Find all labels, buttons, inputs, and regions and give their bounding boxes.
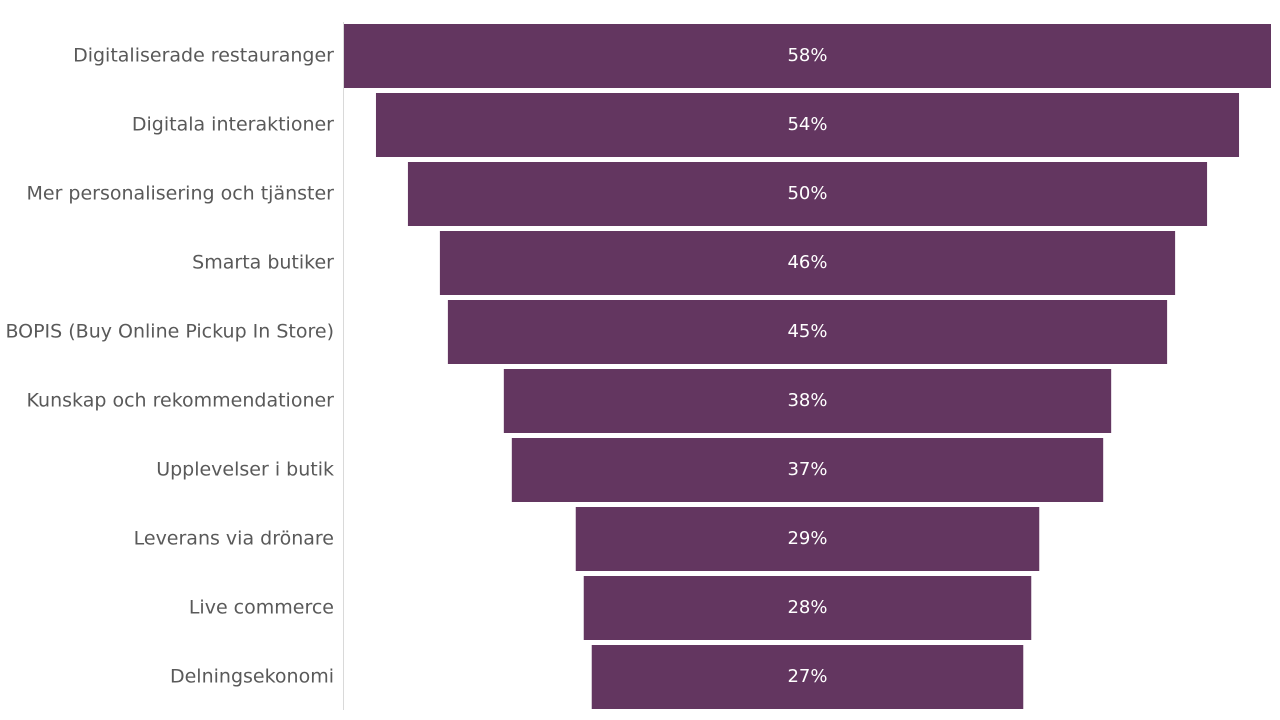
funnel-bar <box>375 93 1240 157</box>
data-label: 46% <box>787 252 827 273</box>
funnel-bar <box>583 576 1032 640</box>
data-label: 38% <box>787 390 827 411</box>
category-label: Upplevelser i butik <box>156 459 334 481</box>
data-label: 29% <box>787 528 827 549</box>
category-label: Digitaliserade restauranger <box>73 45 334 67</box>
funnel-bar <box>439 231 1176 295</box>
data-label: 50% <box>787 183 827 204</box>
category-label: BOPIS (Buy Online Pickup In Store) <box>5 321 334 343</box>
category-label: Kunskap och rekommendationer <box>27 390 335 412</box>
funnel-bar <box>511 438 1104 502</box>
data-label: 28% <box>787 597 827 618</box>
category-label: Mer personalisering och tjänster <box>27 183 335 205</box>
data-label: 45% <box>787 321 827 342</box>
data-label: 27% <box>787 666 827 687</box>
data-label: 58% <box>787 45 827 66</box>
funnel-bar <box>575 507 1040 571</box>
category-label: Live commerce <box>189 597 334 619</box>
category-label: Delningsekonomi <box>170 666 334 688</box>
category-label: Digitala interaktioner <box>132 114 334 136</box>
funnel-bar <box>407 162 1208 226</box>
data-label: 54% <box>787 114 827 135</box>
category-label: Leverans via drönare <box>134 528 334 550</box>
funnel-bar <box>344 24 1271 88</box>
funnel-bar <box>447 300 1168 364</box>
category-label: Smarta butiker <box>192 252 334 274</box>
funnel-bar <box>591 645 1024 709</box>
funnel-bar <box>503 369 1112 433</box>
data-label: 37% <box>787 459 827 480</box>
